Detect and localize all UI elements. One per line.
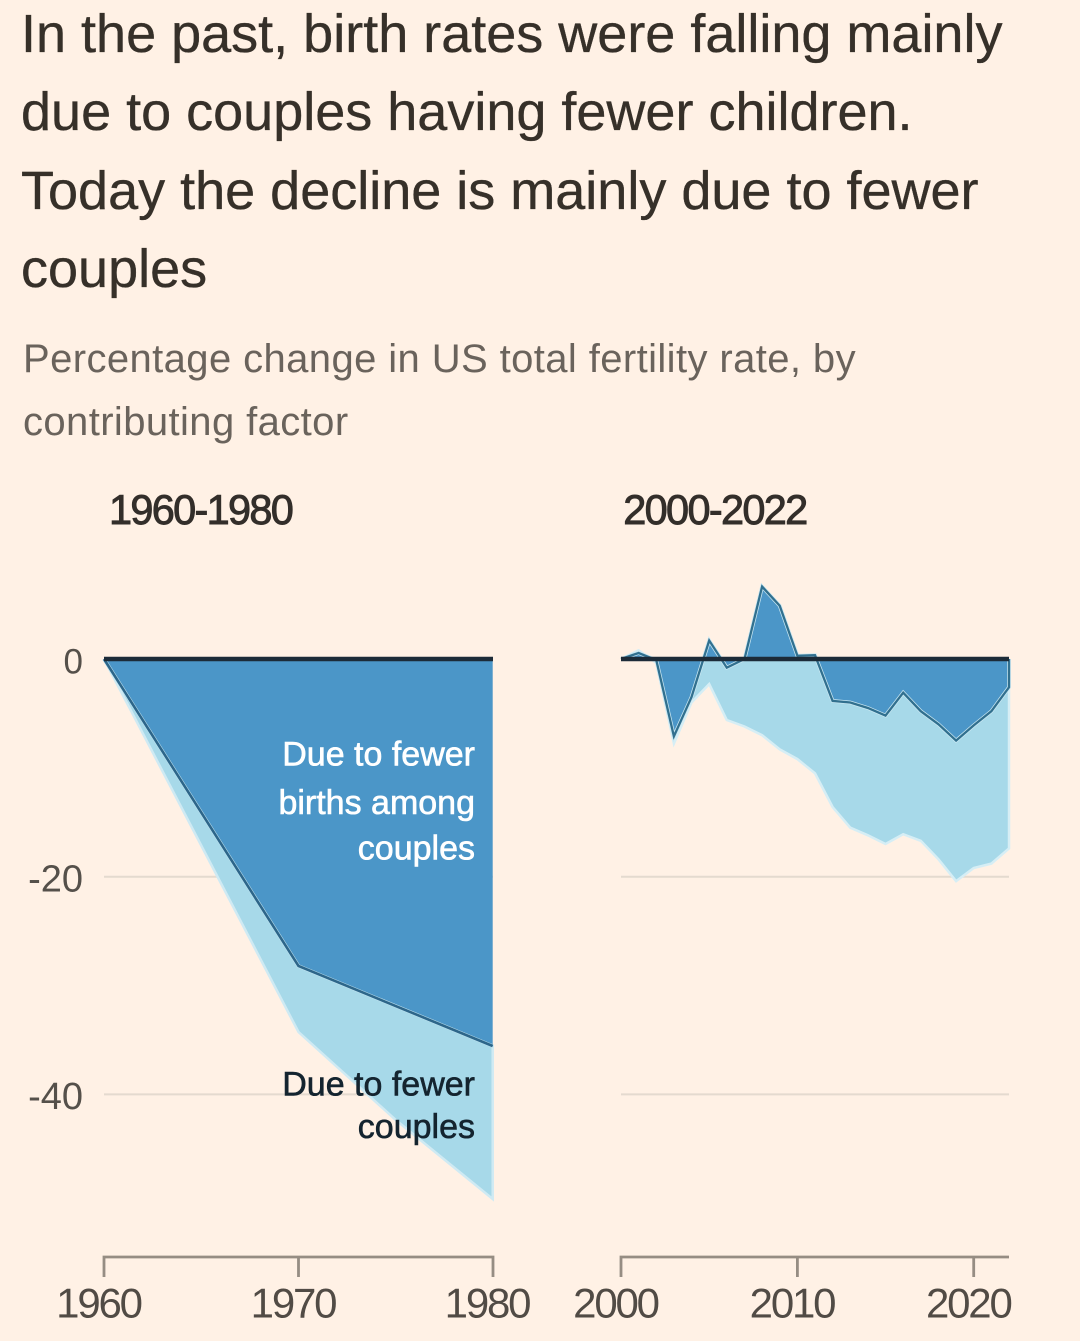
svg-text:1960: 1960 (56, 1280, 141, 1327)
svg-text:couples: couples (358, 830, 475, 868)
svg-text:couples: couples (358, 1108, 475, 1146)
svg-text:births among: births among (278, 784, 475, 822)
svg-text:1970: 1970 (251, 1280, 336, 1327)
svg-text:Due to fewer: Due to fewer (282, 736, 475, 774)
svg-text:1960-1980: 1960-1980 (109, 486, 293, 533)
svg-text:0: 0 (64, 643, 83, 682)
svg-text:1980: 1980 (445, 1280, 530, 1327)
svg-text:2000-2022: 2000-2022 (623, 486, 806, 533)
svg-text:2010: 2010 (750, 1280, 835, 1327)
svg-text:2020: 2020 (926, 1280, 1011, 1327)
svg-text:Due to fewer: Due to fewer (282, 1066, 475, 1104)
svg-text:-40: -40 (28, 1076, 83, 1118)
svg-text:2000: 2000 (573, 1280, 658, 1327)
svg-text:-20: -20 (28, 859, 83, 901)
